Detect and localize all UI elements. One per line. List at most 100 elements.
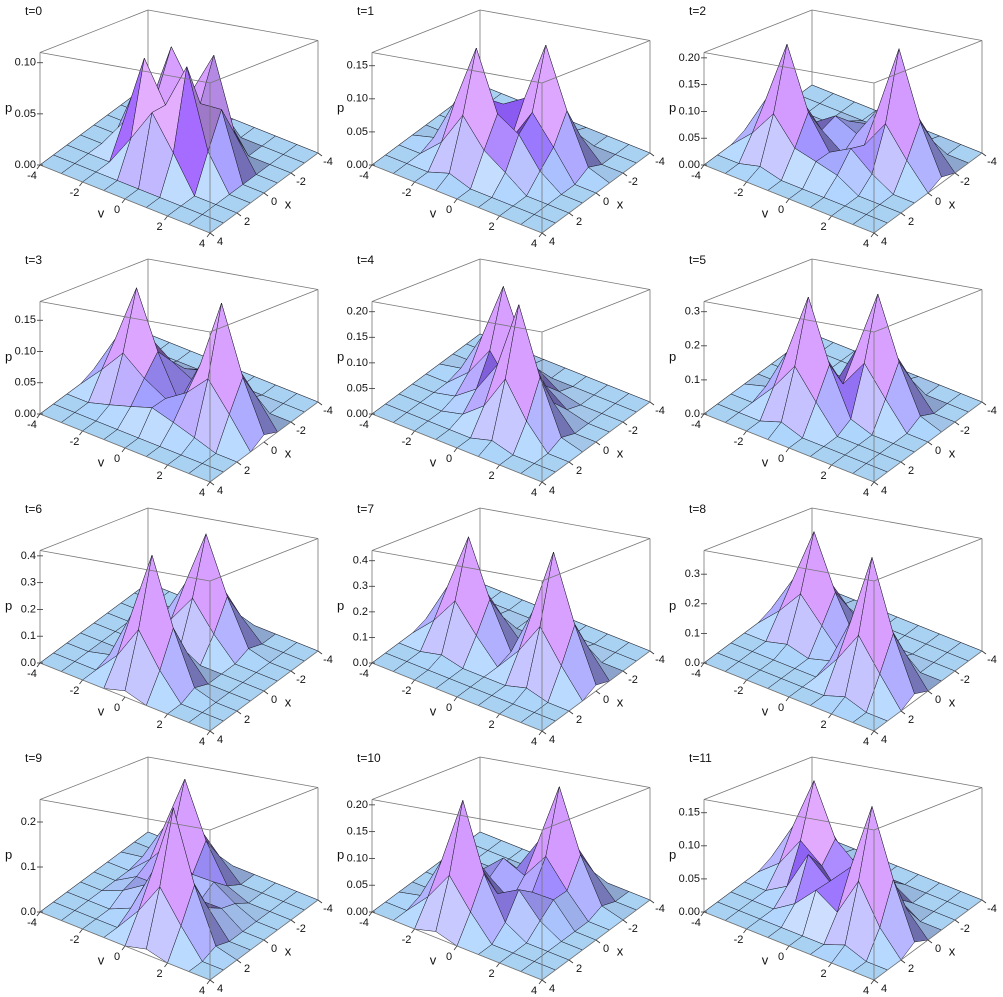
page: 0.000.050.10p-4-2024v-4-2024xt=00.000.05… [0, 0, 1003, 997]
x-tick-label: 2 [576, 216, 582, 228]
z-tick-label: 0.10 [347, 852, 368, 864]
z-tick-label: 0.2 [21, 816, 36, 828]
v-tick-label: 4 [531, 985, 537, 997]
x-tick-label: -4 [987, 405, 997, 417]
box-edge [812, 259, 982, 290]
x-tick-label: 4 [881, 485, 887, 497]
box-edge [542, 41, 650, 84]
x-tick [623, 173, 627, 176]
v-tick-label: 2 [488, 221, 494, 233]
v-tick-label: -4 [691, 419, 701, 431]
v-tick [497, 465, 500, 469]
box-edge [874, 539, 982, 582]
x-tick-label: -4 [655, 405, 665, 417]
v-tick [539, 980, 542, 984]
v-tick [412, 680, 415, 684]
v-tick-label: 4 [199, 238, 205, 250]
box-edge [480, 10, 650, 41]
x-tick [874, 731, 878, 734]
x-tick [596, 691, 600, 694]
box-edge [704, 10, 812, 53]
x-tick-label: 2 [908, 963, 914, 975]
x-tick [542, 731, 546, 734]
x-tick [596, 193, 600, 196]
x-tick [569, 711, 573, 714]
v-tick [539, 233, 542, 237]
x-axis-label: x [617, 196, 624, 211]
z-tick-label: 0.15 [15, 314, 36, 326]
x-tick-label: 4 [549, 734, 555, 746]
v-axis-label: v [98, 454, 105, 469]
v-axis-label: v [430, 952, 437, 967]
x-axis-label: x [617, 694, 624, 709]
x-tick-label: -2 [960, 923, 970, 935]
z-tick-label: 0.1 [21, 861, 36, 873]
v-tick [454, 946, 457, 950]
x-tick-label: -2 [296, 923, 306, 935]
z-tick-label: 0.2 [685, 340, 700, 352]
v-tick-label: 4 [531, 238, 537, 250]
x-tick [901, 960, 905, 963]
box-edge [372, 508, 480, 551]
x-tick-label: 2 [244, 465, 250, 477]
v-axis-label: v [430, 454, 437, 469]
panel-title: t=9 [25, 751, 42, 765]
v-tick [744, 182, 747, 186]
v-tick [829, 465, 832, 469]
x-axis-label: x [949, 196, 956, 211]
z-tick-label: 0.15 [347, 60, 368, 72]
x-tick-label: 2 [244, 216, 250, 228]
v-tick [744, 680, 747, 684]
x-tick [874, 233, 878, 236]
box-edge [372, 259, 480, 302]
x-tick-label: 4 [217, 734, 223, 746]
x-tick-label: 0 [271, 943, 277, 955]
z-tick-label: 0.3 [21, 577, 36, 589]
z-tick-label: 0.15 [679, 807, 700, 819]
v-tick [497, 714, 500, 718]
v-tick [829, 216, 832, 220]
v-tick [165, 465, 168, 469]
x-tick [291, 173, 295, 176]
box-edge [874, 788, 982, 831]
x-tick-label: -4 [655, 654, 665, 666]
x-tick [237, 213, 241, 216]
x-tick-label: -4 [987, 654, 997, 666]
x-tick-label: -4 [323, 903, 333, 915]
v-tick-label: 0 [778, 702, 784, 714]
x-tick-label: 2 [576, 963, 582, 975]
box-edge [210, 41, 318, 84]
z-tick-label: 0.1 [685, 374, 700, 386]
v-axis-label: v [762, 205, 769, 220]
v-tick [37, 165, 40, 169]
v-tick-label: 4 [863, 736, 869, 748]
v-axis-label: v [762, 703, 769, 718]
v-tick-label: 4 [199, 985, 205, 997]
x-tick [210, 233, 214, 236]
box-edge [148, 757, 318, 788]
box-edge [542, 539, 650, 582]
x-tick-label: -2 [628, 923, 638, 935]
x-tick [569, 960, 573, 963]
x-tick [210, 731, 214, 734]
v-tick [871, 731, 874, 735]
x-axis-label: x [285, 943, 292, 958]
x-axis-label: x [285, 196, 292, 211]
box-edge [480, 757, 650, 788]
v-tick [829, 714, 832, 718]
panel-title: t=6 [25, 502, 42, 516]
x-tick [542, 482, 546, 485]
x-tick-label: -4 [323, 156, 333, 168]
x-tick [542, 233, 546, 236]
box-edge [704, 302, 874, 333]
x-tick [264, 193, 268, 196]
z-tick-label: 0.20 [347, 306, 368, 318]
v-tick-label: 0 [114, 702, 120, 714]
v-tick-label: 2 [156, 719, 162, 731]
z-tick-label: 0.05 [15, 377, 36, 389]
v-tick-label: -2 [734, 685, 744, 697]
x-tick-label: -4 [323, 405, 333, 417]
v-tick [412, 431, 415, 435]
x-tick [901, 711, 905, 714]
z-axis-label: p [669, 598, 676, 613]
